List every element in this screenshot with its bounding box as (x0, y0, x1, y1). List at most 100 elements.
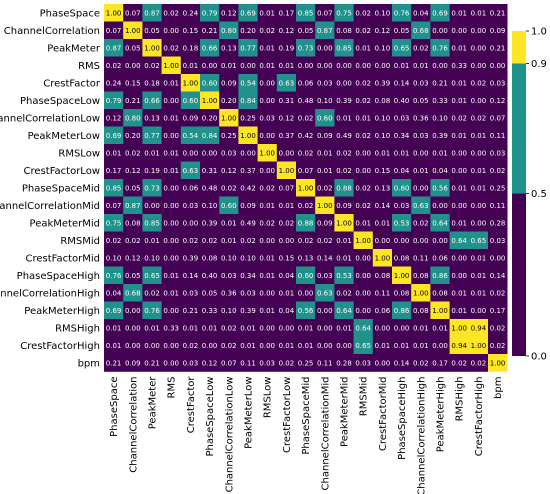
heatmap-cell (372, 161, 393, 180)
heatmap-cell (219, 56, 239, 75)
cell-value-label: 0.14 (490, 272, 506, 280)
heatmap-cell (257, 249, 278, 267)
colorbar-tick-label: 0.0 (531, 352, 547, 363)
cell-value-label: 0.64 (336, 307, 352, 315)
heatmap-cell (488, 109, 508, 127)
cell-value-label: 0.00 (490, 62, 506, 70)
cell-value-label: 0.01 (451, 289, 467, 297)
heatmap-cell (411, 144, 431, 162)
heatmap-cell (392, 74, 412, 92)
heatmap-cell (334, 126, 354, 145)
cell-value-label: 1.00 (183, 79, 199, 87)
heatmap-cell (488, 91, 508, 110)
cell-value-label: 0.04 (413, 9, 429, 17)
cell-value-label: 0.01 (279, 342, 295, 350)
heatmap-cell (142, 74, 162, 92)
heatmap-cell (468, 336, 489, 355)
heatmap-cell (180, 56, 201, 75)
heatmap-cell (123, 144, 143, 162)
heatmap-cell (123, 284, 143, 302)
cell-value-label: 0.02 (413, 219, 429, 227)
heatmap-cell (180, 21, 201, 40)
heatmap-cell (142, 56, 162, 75)
cell-value-label: 0.53 (336, 272, 352, 280)
heatmap-cell (488, 214, 508, 232)
heatmap-cell (296, 161, 316, 180)
cell-value-label: 0.03 (317, 272, 333, 280)
cell-value-label: 0.07 (490, 114, 506, 122)
heatmap-cell (353, 161, 374, 180)
cell-value-label: 0.07 (298, 167, 314, 175)
cell-value-label: 0.10 (375, 9, 391, 17)
heatmap-cell (257, 161, 278, 180)
cell-value-label: 1.00 (144, 44, 160, 52)
heatmap-cell (161, 39, 182, 57)
heatmap-cell (468, 39, 489, 57)
cell-value-label: 0.00 (163, 184, 179, 192)
cell-value-label: 0.21 (202, 27, 218, 35)
heatmap-cell (238, 126, 258, 145)
cell-value-label: 0.84 (240, 97, 256, 105)
heatmap-cell (161, 161, 182, 180)
heatmap-cell (276, 319, 297, 337)
column-label: PeakMeterLow (244, 377, 255, 449)
cell-value-label: 0.02 (413, 359, 429, 367)
column-label: bpm (493, 376, 504, 398)
cell-value-label: 0.01 (240, 342, 256, 350)
cell-value-label: 1.00 (106, 9, 122, 17)
cell-value-label: 0.02 (125, 237, 141, 245)
cell-value-label: 0.69 (432, 9, 448, 17)
cell-value-label: 0.05 (394, 27, 410, 35)
cell-value-label: 0.39 (183, 254, 199, 262)
cell-value-label: 0.01 (394, 342, 410, 350)
heatmap-cell (142, 161, 162, 180)
cell-value-label: 0.01 (413, 167, 429, 175)
heatmap-cell (488, 336, 508, 355)
cell-value-label: 0.14 (375, 202, 391, 210)
cell-value-label: 0.02 (279, 219, 295, 227)
cell-value-label: 0.36 (413, 114, 429, 122)
heatmap-cell (142, 301, 162, 320)
cell-value-label: 0.02 (298, 114, 314, 122)
heatmap-cell (219, 126, 239, 145)
cell-value-label: 0.01 (471, 184, 487, 192)
cell-value-label: 0.79 (106, 97, 122, 105)
cell-value-label: 0.87 (125, 202, 141, 210)
heatmap-cell (372, 179, 393, 197)
cell-value-label: 0.12 (221, 9, 237, 17)
cell-value-label: 0.03 (355, 359, 371, 367)
heatmap-cell (468, 301, 489, 320)
cell-value-label: 0.10 (240, 254, 256, 262)
heatmap-cell (334, 4, 354, 22)
cell-value-label: 0.05 (413, 97, 429, 105)
heatmap-cell (468, 249, 489, 267)
heatmap-cell (353, 39, 374, 57)
cell-value-label: 0.00 (413, 149, 429, 157)
cell-value-label: 1.00 (413, 289, 429, 297)
heatmap-cell (238, 109, 258, 127)
cell-value-label: 1.00 (394, 272, 410, 280)
cell-value-label: 0.01 (183, 324, 199, 332)
heatmap-cell (257, 214, 278, 232)
cell-value-label: 0.31 (279, 97, 295, 105)
heatmap-cell (142, 196, 162, 215)
cell-value-label: 0.00 (259, 324, 275, 332)
heatmap-cell (430, 74, 450, 92)
cell-value-label: 0.03 (490, 237, 506, 245)
row-label: PhaseSpace (40, 8, 100, 19)
cell-value-label: 1.00 (432, 307, 448, 315)
heatmap-cell (200, 179, 220, 197)
column-label: CrestFactorLow (282, 377, 293, 453)
cell-value-label: 0.33 (432, 97, 448, 105)
heatmap-cell (238, 161, 258, 180)
cell-value-label: 0.10 (375, 44, 391, 52)
heatmap-cell (142, 319, 162, 337)
heatmap-cell (372, 91, 393, 110)
cell-value-label: 0.53 (394, 219, 410, 227)
cell-value-label: 0.20 (202, 114, 218, 122)
heatmap-cell (449, 56, 470, 75)
cell-value-label: 0.09 (221, 79, 237, 87)
heatmap-cell (372, 144, 393, 162)
heatmap-cell (488, 56, 508, 75)
cell-value-label: 0.02 (106, 62, 122, 70)
